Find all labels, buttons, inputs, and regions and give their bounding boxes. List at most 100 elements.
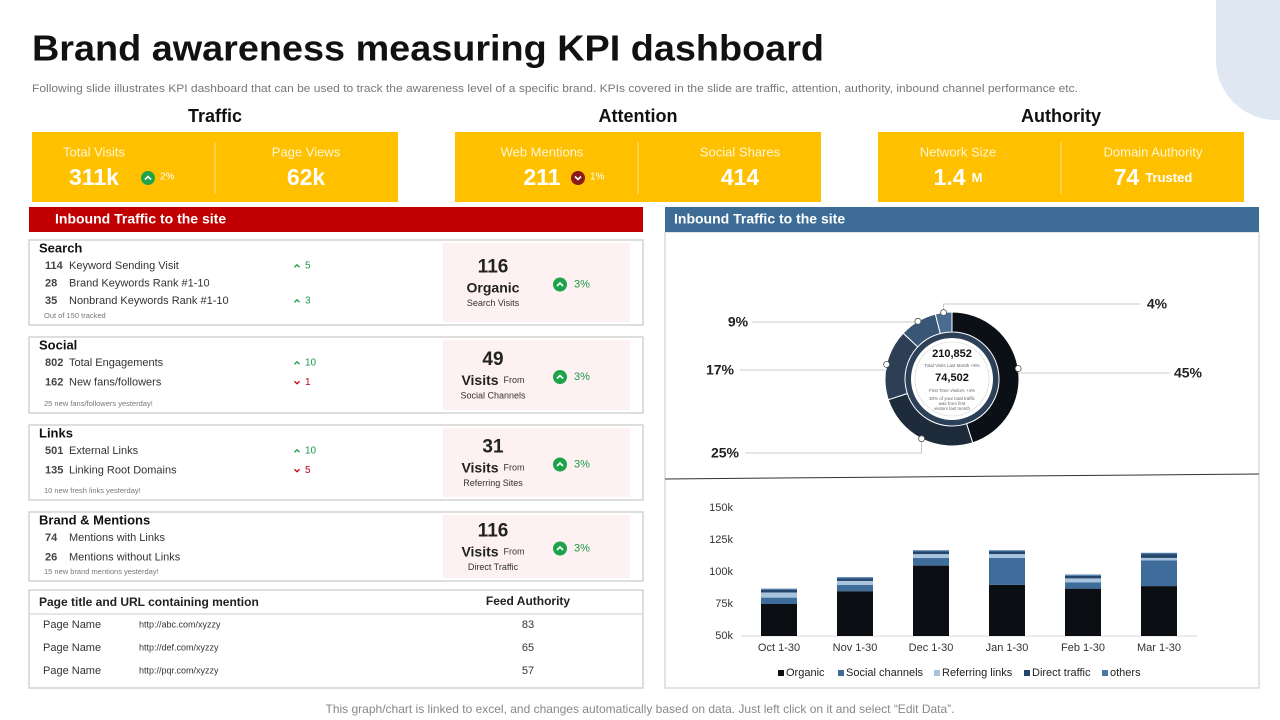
table-cell: 57 xyxy=(522,665,534,677)
visits-number: 116 xyxy=(478,257,509,278)
divider xyxy=(664,473,1260,480)
panel-title: Inbound Traffic to the site xyxy=(674,211,845,227)
legend-swatch xyxy=(778,670,784,676)
table-cell: http://abc.com/xyzzy xyxy=(139,619,221,629)
donut-label: 9% xyxy=(728,314,749,330)
leader-line xyxy=(745,438,922,454)
kpi-label: Social Shares xyxy=(700,144,781,159)
badge-icon xyxy=(571,171,585,185)
arrow-icon xyxy=(574,175,582,181)
x-tick-label: Nov 1-30 xyxy=(833,642,878,654)
x-tick-label: Dec 1-30 xyxy=(909,642,954,654)
bar-segment xyxy=(761,592,797,598)
visits-from: From xyxy=(504,375,525,385)
legend-swatch xyxy=(1102,670,1108,676)
row-change: 3 xyxy=(305,296,311,307)
bar-segment xyxy=(989,550,1025,552)
donut-label: 17% xyxy=(706,362,735,378)
badge-icon xyxy=(553,541,567,556)
row-count: 28 xyxy=(45,277,57,289)
donut-center-ring xyxy=(914,341,990,417)
kpi-value-number: 211 xyxy=(523,164,560,190)
leader-dot xyxy=(883,360,891,368)
donut-center-text: 210,852 xyxy=(932,348,972,360)
table-cell: 65 xyxy=(522,642,534,654)
donut-center-text: 74,502 xyxy=(935,372,969,384)
legend-label: Referring links xyxy=(942,667,1013,679)
arrow-icon xyxy=(294,448,300,453)
section-note: 25 new fans/followers yesterday! xyxy=(44,399,153,408)
bar-segment xyxy=(1065,578,1101,583)
row-label: Linking Root Domains xyxy=(69,464,177,476)
arrow-icon xyxy=(556,461,564,467)
badge-icon xyxy=(141,171,155,185)
bar-segment xyxy=(837,591,873,636)
section-highlight xyxy=(443,243,630,322)
section-title: Brand & Mentions xyxy=(39,512,150,527)
table-cell: 83 xyxy=(522,619,534,631)
kpi-label: Network Size xyxy=(920,144,997,159)
visits-change: 3% xyxy=(574,458,590,470)
row-label: New fans/followers xyxy=(69,376,162,388)
row-label: External Links xyxy=(69,445,139,457)
bar-segment xyxy=(1065,588,1101,636)
kpi-label: Web Mentions xyxy=(501,144,584,159)
kpi-value: 211 xyxy=(523,164,560,190)
y-tick-label: 50k xyxy=(715,630,733,642)
arrow-icon xyxy=(294,298,300,303)
kpi-unit: M xyxy=(972,170,983,185)
bar-segment xyxy=(1141,552,1177,555)
visits-source: Social Channels xyxy=(460,390,526,400)
row-label: Mentions with Links xyxy=(69,532,165,544)
visits-label: Organic xyxy=(467,279,520,295)
bar-segment xyxy=(989,557,1025,585)
row-count: 35 xyxy=(45,295,57,307)
section-note: 10 new fresh links yesterday! xyxy=(44,486,141,495)
kpi-group-title: Authority xyxy=(1021,106,1101,126)
section-note: Out of 150 tracked xyxy=(44,311,106,320)
donut-center-text: visitors last month xyxy=(934,406,971,411)
row-count: 114 xyxy=(45,260,64,272)
donut-center-text: was from first xyxy=(939,401,967,406)
section-note: 15 new brand mentions yesterday! xyxy=(44,567,159,576)
arrow-icon xyxy=(556,545,564,551)
table-header: Feed Authority xyxy=(486,594,571,608)
arrow-icon xyxy=(144,175,152,181)
kpi-label: Page Views xyxy=(272,144,341,159)
subtitle: Following slide illustrates KPI dashboar… xyxy=(32,83,1078,95)
table-cell: http://def.com/xyzzy xyxy=(139,642,219,652)
bar-segment xyxy=(837,578,873,581)
panel-header xyxy=(665,207,1259,232)
x-tick-label: Oct 1-30 xyxy=(758,642,800,654)
row-label: Keyword Sending Visit xyxy=(69,260,179,272)
row-change: 10 xyxy=(305,358,317,369)
bar-segment xyxy=(913,557,949,566)
table-cell: Page Name xyxy=(43,665,101,677)
y-tick-label: 125k xyxy=(709,534,733,546)
kpi-label: Domain Authority xyxy=(1104,144,1203,159)
y-tick-label: 150k xyxy=(709,502,733,514)
bar-segment xyxy=(1141,557,1177,561)
arrow-icon xyxy=(294,380,300,385)
visits-source: Referring Sites xyxy=(463,478,523,488)
visits-line: Organic xyxy=(467,279,520,295)
arrow-icon xyxy=(556,374,564,380)
panel-header xyxy=(29,207,643,232)
y-tick-label: 75k xyxy=(715,598,733,610)
row-count: 26 xyxy=(45,551,57,563)
section-highlight xyxy=(443,428,630,497)
bar-segment xyxy=(761,604,797,636)
kpi-group-title: Traffic xyxy=(188,106,242,126)
leader-dot xyxy=(914,317,922,325)
bar-segment xyxy=(989,554,1025,558)
bar-segment xyxy=(989,551,1025,555)
leader-dot xyxy=(1014,365,1022,372)
donut-label: 25% xyxy=(711,445,740,461)
row-change: 10 xyxy=(305,446,317,457)
y-tick-label: 100k xyxy=(709,566,733,578)
arrow-icon xyxy=(556,281,564,287)
legend-label: Social channels xyxy=(846,667,924,679)
donut-label: 45% xyxy=(1174,365,1203,381)
decoration xyxy=(1216,0,1280,120)
bar-segment xyxy=(1065,574,1101,576)
